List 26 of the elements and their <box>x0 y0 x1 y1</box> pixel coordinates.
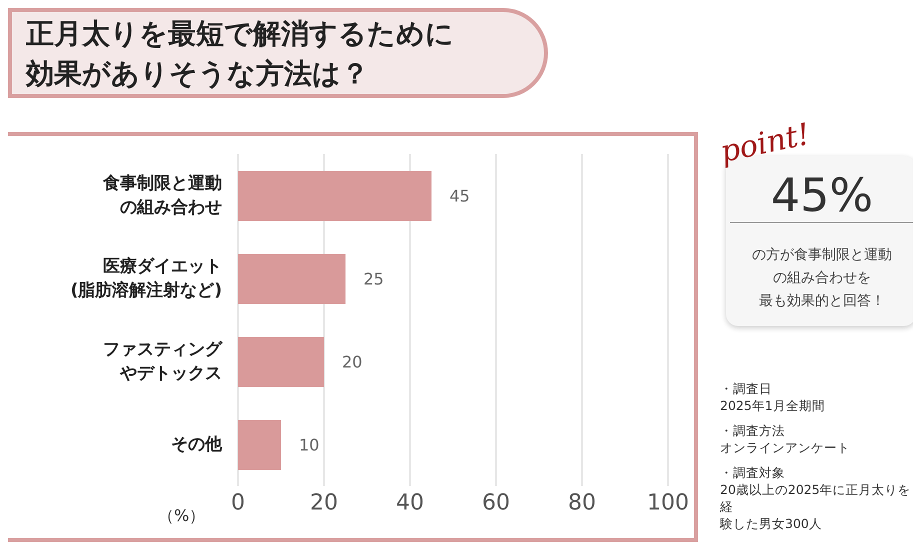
x-tick-label: 60 <box>482 490 510 516</box>
text: の方が食事制限と運動の組み合わせを最も効果的と回答！ <box>751 246 893 311</box>
data-label: 45 <box>450 186 470 206</box>
bar <box>238 171 432 221</box>
bar <box>238 337 324 387</box>
y-tick-label: 医療ダイエット(脂肪溶解注射など) <box>70 256 222 300</box>
text: point! <box>717 116 813 170</box>
text: ・調査方法オンラインアンケート <box>720 422 851 456</box>
y-tick-label: 食事制限と運動の組み合わせ <box>102 173 222 218</box>
data-label: 10 <box>299 436 320 455</box>
bar <box>238 420 281 470</box>
chart-title: 正月太りを最短で解消するために効果がありそうな方法は？ <box>26 16 455 92</box>
x-tick-label: 100 <box>647 490 689 516</box>
x-tick-label: 80 <box>568 490 596 516</box>
data-label: 20 <box>342 352 362 372</box>
y-tick-label: ファスティングやデトックス <box>103 339 223 384</box>
x-tick-label: 40 <box>396 490 424 516</box>
x-axis-title: （%） <box>158 506 206 527</box>
bar <box>238 254 346 304</box>
text: ・調査対象20歳以上の2025年に正月太りを経験した男女300人 <box>720 464 912 532</box>
text: ・調査日2025年1月全期間 <box>720 380 826 414</box>
x-tick-label: 0 <box>231 490 245 516</box>
x-tick-label: 20 <box>310 490 338 516</box>
data-label: 25 <box>364 270 384 289</box>
text: 45% <box>730 168 914 223</box>
y-tick-label: その他 <box>171 434 223 454</box>
